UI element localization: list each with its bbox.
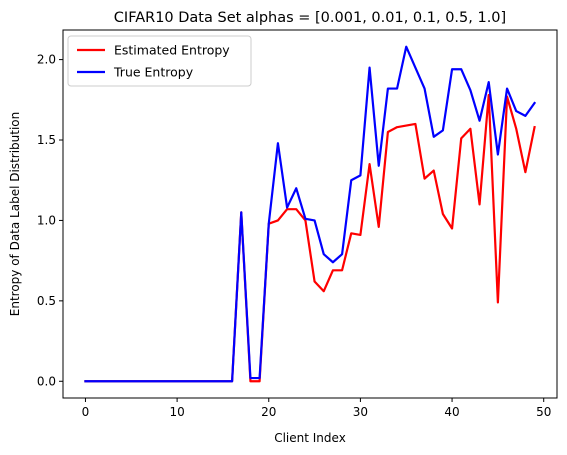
plot-frame [62,29,558,399]
x-axis-label: Client Index [274,431,346,445]
legend-entry: Estimated Entropy [114,43,230,58]
y-tick-label: 1.5 [37,133,56,147]
series-lines [84,45,537,383]
x-tick-label: 20 [261,405,276,419]
y-tick-label: 0.0 [37,374,56,388]
y-tick-label: 2.0 [37,53,56,67]
legend-entry: True Entropy [113,65,194,80]
y-tick-label: 0.5 [37,294,56,308]
y-axis: 0.0 0.5 1.0 1.5 2.0 [37,53,63,388]
legend: Estimated Entropy True Entropy [67,35,252,87]
x-axis: 0 10 20 30 40 50 [82,398,551,419]
x-tick-label: 0 [82,405,90,419]
y-axis-label: Entropy of Data Label Distribution [8,112,22,316]
plot-area [62,29,558,399]
y-tick-label: 1.0 [37,213,56,227]
legend-box [67,35,252,87]
series-line-true-entropy [84,45,537,383]
x-tick-label: 40 [444,405,459,419]
x-tick-label: 50 [536,405,551,419]
x-tick-label: 10 [169,405,184,419]
x-tick-label: 30 [353,405,368,419]
chart-title: CIFAR10 Data Set alphas = [0.001, 0.01, … [114,10,506,26]
series-line-estimated-entropy [84,93,536,383]
